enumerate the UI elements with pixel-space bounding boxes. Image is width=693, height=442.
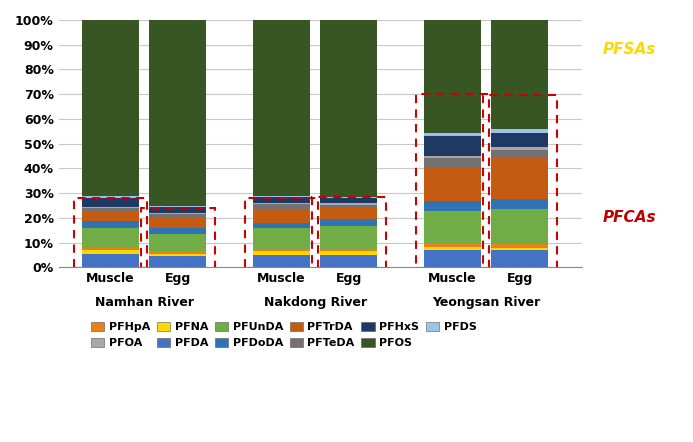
Bar — [82, 250, 139, 254]
Bar — [149, 206, 207, 207]
Text: PFCAs: PFCAs — [603, 210, 657, 225]
Bar — [253, 204, 310, 209]
Bar — [253, 203, 310, 204]
Bar — [82, 212, 139, 221]
Bar — [424, 167, 481, 201]
Text: Nakdong River: Nakdong River — [263, 296, 367, 309]
Bar — [82, 20, 139, 196]
Bar — [149, 20, 207, 206]
Bar — [320, 219, 378, 225]
Text: PFSAs: PFSAs — [603, 42, 656, 57]
Bar — [245, 198, 318, 268]
Bar — [483, 95, 556, 268]
Bar — [253, 197, 310, 203]
Bar — [491, 129, 548, 133]
Bar — [491, 147, 548, 150]
Bar — [320, 198, 378, 203]
Bar — [149, 228, 207, 234]
Bar — [320, 255, 378, 267]
Bar — [253, 251, 310, 255]
Bar — [320, 225, 378, 249]
Bar — [491, 20, 548, 129]
Bar — [424, 156, 481, 158]
Bar — [424, 20, 481, 133]
Bar — [82, 208, 139, 212]
Text: Yeongsan River: Yeongsan River — [432, 296, 541, 309]
Bar — [320, 197, 378, 198]
Bar — [149, 207, 207, 213]
Bar — [82, 198, 139, 207]
Legend: PFHpA, PFOA, PFNA, PFDA, PFUnDA, PFDoDA, PFTrDA, PFTeDA, PFHxS, PFOS, PFDS: PFHpA, PFOA, PFNA, PFDA, PFUnDA, PFDoDA,… — [87, 317, 481, 353]
Bar — [491, 150, 548, 157]
Bar — [424, 243, 481, 247]
Bar — [82, 254, 139, 267]
Bar — [491, 157, 548, 199]
Bar — [491, 244, 548, 248]
Text: Namhan River: Namhan River — [95, 296, 193, 309]
Bar — [491, 248, 548, 250]
Bar — [424, 201, 481, 211]
Bar — [320, 249, 378, 251]
Bar — [149, 214, 207, 217]
Bar — [424, 136, 481, 156]
Bar — [82, 248, 139, 250]
Bar — [320, 203, 378, 205]
Bar — [424, 133, 481, 136]
Bar — [424, 211, 481, 243]
Bar — [253, 209, 310, 223]
Bar — [253, 20, 310, 196]
Bar — [253, 249, 310, 251]
Bar — [253, 255, 310, 267]
Bar — [253, 196, 310, 197]
Bar — [491, 250, 548, 267]
Bar — [149, 213, 207, 214]
Bar — [73, 198, 147, 268]
Bar — [149, 217, 207, 228]
Bar — [82, 207, 139, 208]
Bar — [149, 234, 207, 251]
Bar — [424, 250, 481, 267]
Bar — [491, 199, 548, 209]
Bar — [491, 209, 548, 244]
Bar — [320, 208, 378, 219]
Bar — [416, 94, 489, 268]
Bar — [424, 158, 481, 167]
Bar — [253, 228, 310, 249]
Bar — [149, 256, 207, 267]
Bar — [424, 247, 481, 250]
Bar — [491, 133, 548, 147]
Bar — [149, 254, 207, 256]
Bar — [82, 228, 139, 248]
Bar — [82, 221, 139, 228]
Bar — [320, 251, 378, 255]
Bar — [82, 196, 139, 198]
Bar — [149, 251, 207, 254]
Bar — [312, 197, 386, 268]
Bar — [320, 20, 378, 197]
Bar — [320, 205, 378, 208]
Bar — [141, 208, 215, 268]
Bar — [253, 223, 310, 228]
